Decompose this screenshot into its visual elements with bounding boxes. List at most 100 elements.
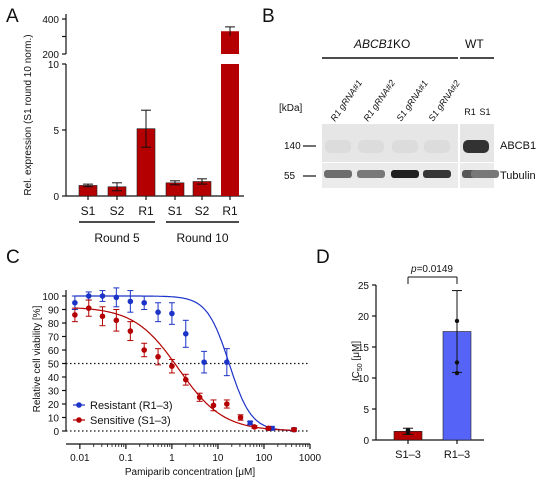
panel-c-dose-response: Relative cell viability [%] Pamiparib co… bbox=[32, 287, 322, 478]
panel-b-abcb1-band bbox=[424, 140, 450, 153]
panel-d-ytick-label: 15 bbox=[358, 343, 370, 354]
panel-c-data-point bbox=[169, 310, 175, 317]
panel-c-ytick-label: 30 bbox=[48, 387, 60, 398]
panel-c-data-point bbox=[155, 309, 161, 316]
panel-c-data-point bbox=[72, 299, 78, 306]
panel-d-ylabel-sub: 50 bbox=[357, 363, 364, 371]
panel-a-xtick-label: S2 bbox=[110, 204, 125, 218]
panel-a-ytick-label: 10 bbox=[48, 60, 60, 71]
panel-d-replicate-point bbox=[405, 427, 411, 433]
panel-a-xtick-label: R1 bbox=[138, 204, 154, 218]
panel-b-tubulin-band bbox=[423, 170, 451, 178]
panel-a-group-label: Round 10 bbox=[176, 231, 228, 245]
panel-c-ytick-label: 40 bbox=[48, 373, 60, 384]
panel-c-fit-curve bbox=[74, 295, 296, 432]
panel-d-ylabel: IC50 [μM] bbox=[351, 341, 364, 381]
panel-b-lane-label: S1 bbox=[479, 107, 490, 117]
panel-c-data-point bbox=[99, 313, 106, 320]
panel-b-tubulin-band bbox=[357, 170, 385, 178]
panel-b-ko-suffix: KO bbox=[393, 37, 410, 51]
panel-a-ytick-upper-label: 200 bbox=[42, 50, 59, 61]
panel-c-data-point bbox=[169, 363, 175, 370]
panel-d-pvalue: p=0.0149 bbox=[410, 264, 453, 275]
panel-c-ytick-label: 90 bbox=[48, 306, 60, 317]
panel-b-abcb1-band bbox=[392, 140, 418, 153]
panel-d-ytick-label: 0 bbox=[363, 436, 369, 447]
panel-c-data-point bbox=[72, 312, 78, 318]
panel-c-data-point bbox=[141, 347, 148, 353]
panel-c-ytick-label: 100 bbox=[42, 292, 59, 303]
panel-d-pvalue-val: =0.0149 bbox=[417, 264, 454, 275]
panel-b-lane-label: S1 gRNA#1 bbox=[394, 78, 429, 123]
panel-b-tubulin-band bbox=[324, 170, 352, 178]
panel-b-wt-header: WT bbox=[465, 37, 484, 51]
panel-a-group-label: Round 5 bbox=[94, 231, 140, 245]
panel-c-data-point bbox=[247, 420, 253, 426]
panel-c-data-point bbox=[182, 331, 189, 337]
panel-d-ytick-label: 25 bbox=[358, 281, 370, 292]
panel-b-lane-label: R1 bbox=[464, 107, 476, 117]
panel-d-xtick-label: S1–3 bbox=[395, 449, 421, 461]
panel-c-data-point bbox=[224, 401, 230, 407]
panel-c-data-point bbox=[224, 359, 230, 365]
panel-c-ytick-label: 60 bbox=[48, 346, 60, 357]
panel-c-xtick-label: 10 bbox=[212, 453, 224, 464]
panel-c-xtick-label: 0.1 bbox=[119, 453, 133, 464]
panel-b-marker-55: 55 bbox=[284, 171, 296, 182]
panel-c-ytick-label: 80 bbox=[48, 319, 60, 330]
panel-d-replicate-point bbox=[454, 370, 460, 376]
panel-c-data-point bbox=[265, 425, 272, 432]
panel-c-ytick-label: 50 bbox=[48, 360, 60, 371]
panel-b-lane-label: R1 gRNA#1 bbox=[328, 78, 364, 123]
panel-label-c: C bbox=[6, 247, 20, 268]
panel-b-band-abcb1: ABCB1 bbox=[500, 140, 536, 152]
panel-b-lane-label: S1 gRNA#2 bbox=[426, 78, 461, 123]
panel-c-data-point bbox=[99, 293, 106, 299]
panel-a-ytick-label: 5 bbox=[53, 126, 59, 137]
panel-c-data-point bbox=[182, 376, 189, 383]
panel-c-data-point bbox=[291, 426, 297, 433]
panel-c-legend-label: Sensitive (S1–3) bbox=[90, 415, 171, 427]
panel-a-ytick-label: 0 bbox=[53, 192, 59, 203]
panel-b-band-tubulin: Tubulin bbox=[500, 170, 536, 182]
panel-d-ylabel-main: IC bbox=[351, 371, 362, 381]
panel-c-data-point bbox=[251, 424, 258, 430]
panel-b-kda-label: [kDa] bbox=[279, 103, 303, 114]
panel-a-ytick-upper-label: 400 bbox=[42, 15, 59, 26]
panel-b-western-blot: ABCB1 KO WT R1 gRNA#1R1 gRNA#2S1 gRNA#1S… bbox=[279, 37, 536, 188]
panel-label-b: B bbox=[262, 6, 275, 27]
panel-a-xtick-label: S1 bbox=[81, 204, 96, 218]
panel-b-abcb1-band bbox=[325, 140, 351, 153]
panel-d-replicate-point bbox=[454, 318, 460, 324]
panel-c-legend-marker bbox=[76, 402, 82, 408]
panel-c-xtick-label: 1000 bbox=[299, 453, 322, 464]
panel-d-ytick-label: 5 bbox=[363, 405, 369, 416]
panel-a-xtick-label: R1 bbox=[222, 204, 238, 218]
panel-c-data-point bbox=[85, 305, 92, 311]
panel-c-data-point bbox=[210, 402, 217, 409]
panel-c-data-point bbox=[127, 328, 134, 334]
panel-b-ko-gene: ABCB1 bbox=[353, 37, 393, 51]
panel-c-data-point bbox=[155, 353, 161, 360]
panel-c-data-point bbox=[85, 293, 92, 299]
panel-c-xtick-label: 100 bbox=[256, 453, 273, 464]
panel-d-ytick-label: 20 bbox=[358, 312, 370, 323]
panel-d-ic50-bars: IC50 [μM] 0 5 10 15 20 25 S1–3 R1–3 p=0.0149 bbox=[351, 264, 484, 461]
panel-d-ytick-label: 10 bbox=[358, 374, 370, 385]
panel-c-legend-label: Resistant (R1–3) bbox=[90, 400, 173, 412]
panel-c-legend-marker bbox=[76, 417, 82, 423]
panel-a-bar-chart: Rel. expression (S1 round 10 norm.) 0 5 10… bbox=[23, 14, 244, 245]
panel-d-replicate-point bbox=[454, 360, 460, 365]
panel-c-ytick-label: 0 bbox=[53, 427, 59, 438]
panel-b-abcb1-band bbox=[358, 140, 384, 153]
panel-c-data-point bbox=[113, 317, 120, 324]
panel-d-xtick-label: R1–3 bbox=[444, 449, 470, 461]
panel-a-bar-upper bbox=[221, 31, 239, 54]
panel-c-data-point bbox=[237, 414, 244, 421]
panel-c-xlabel: Pamiparib concentration [μM] bbox=[125, 467, 255, 478]
panel-label-a: A bbox=[6, 6, 19, 27]
panel-c-data-point bbox=[127, 298, 134, 305]
panel-c-ytick-label: 70 bbox=[48, 333, 60, 344]
panel-c-ytick-label: 20 bbox=[48, 400, 60, 411]
